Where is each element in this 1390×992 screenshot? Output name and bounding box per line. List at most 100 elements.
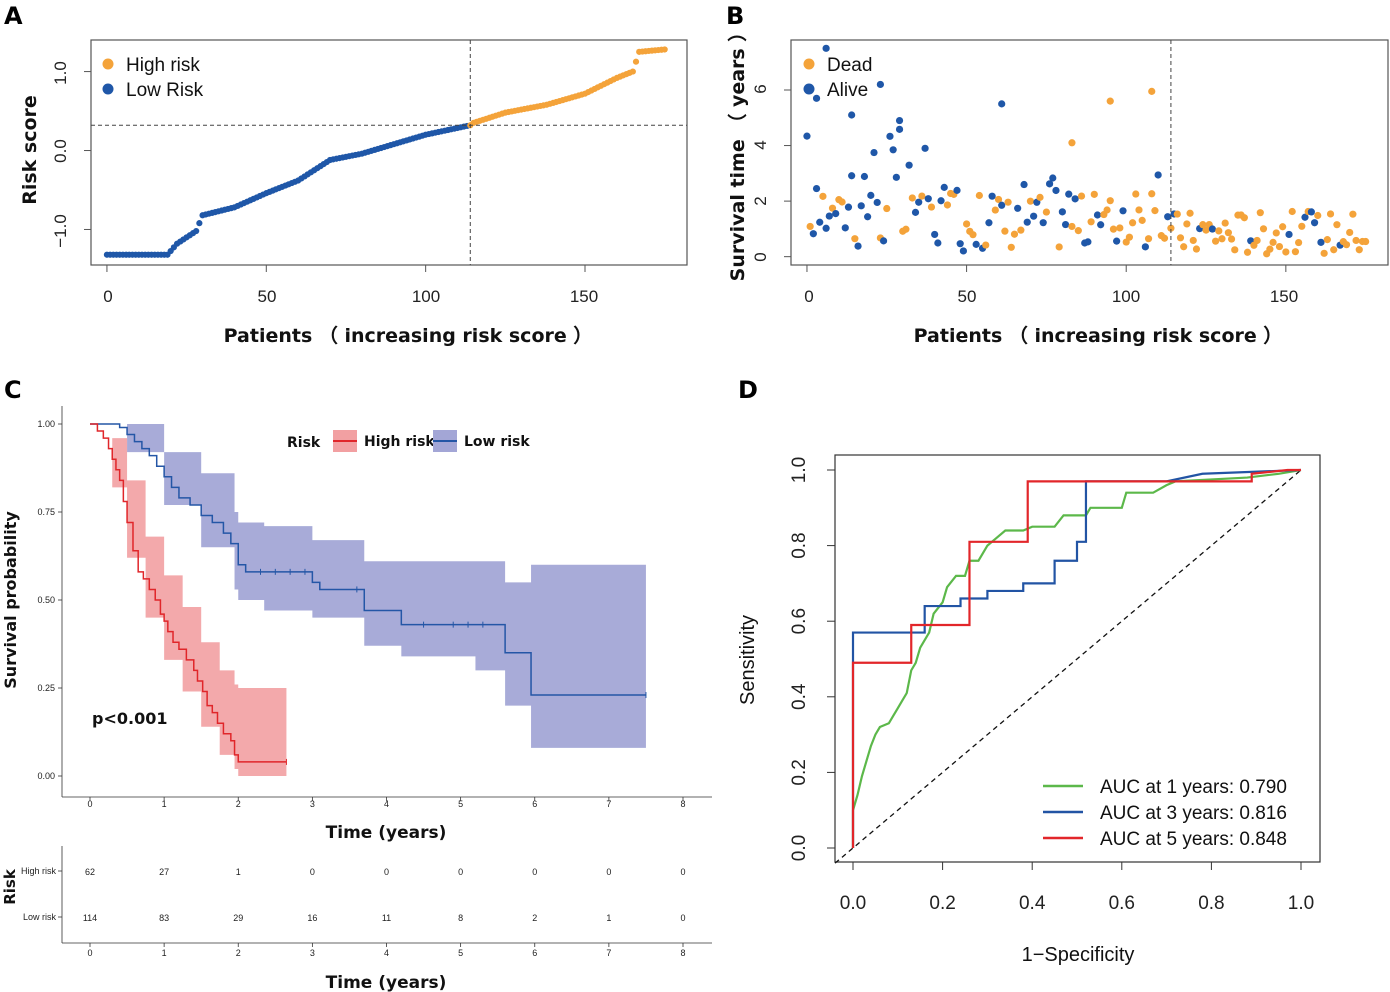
table-x-tick-label: 8 [680, 948, 685, 958]
y-tick-label: 0.8 [789, 532, 810, 558]
dead-point [1180, 243, 1188, 251]
dead-point [975, 191, 983, 200]
dead-point [1269, 238, 1277, 246]
dead-point [1221, 219, 1229, 227]
y-tick-label: 0.0 [51, 139, 70, 163]
dead-point [1010, 230, 1019, 238]
legend-label-high-risk: High risk [126, 55, 200, 76]
alive-point [1317, 238, 1325, 246]
x-axis-title: Time (years) [326, 823, 447, 843]
x-tick-label: 0.6 [1109, 893, 1135, 914]
table-x-tick-label: 2 [236, 948, 241, 958]
x-tick-label: 0.0 [840, 893, 866, 914]
dead-point [1212, 237, 1220, 245]
y-axis-title: Risk score [19, 95, 41, 205]
dead-point [918, 192, 926, 200]
table-x-tick-label: 5 [458, 948, 463, 958]
dead-point [1176, 234, 1185, 242]
dead-point [1342, 241, 1351, 249]
survival-status-chart: 0 50 100 150 0 2 4 6 Survival time （ yea… [726, 23, 1389, 347]
dead-point [1199, 221, 1207, 229]
x-tick-label: 0.8 [1198, 893, 1224, 914]
x-tick-label: 1.0 [1288, 893, 1314, 914]
dead-point [806, 222, 814, 231]
legend-marker-low-risk [102, 83, 114, 95]
alive-point [1014, 204, 1022, 212]
table-cell: 0 [458, 867, 463, 877]
dead-point [1167, 224, 1175, 232]
dead-point [1362, 237, 1370, 246]
alive-point [812, 184, 821, 193]
alive-point [1071, 195, 1079, 203]
reference-diagonal [834, 469, 1302, 864]
dead-point [1333, 221, 1341, 229]
alive-point [895, 116, 904, 125]
dead-point [1055, 243, 1063, 251]
dead-point [962, 220, 971, 228]
x-axis-title: 1−Specificity [1022, 944, 1135, 966]
table-cell: 0 [680, 867, 685, 877]
dead-point [1183, 220, 1191, 228]
dead-point [1087, 218, 1095, 226]
dead-point [1227, 235, 1236, 243]
alive-point [988, 192, 996, 200]
alive-point [921, 144, 929, 152]
table-x-tick-label: 0 [87, 948, 92, 958]
high-risk-survival-line [90, 423, 287, 763]
dead-point [1074, 227, 1082, 235]
alive-point [822, 224, 830, 232]
table-x-tick-label: 7 [606, 948, 611, 958]
alive-point [911, 208, 920, 216]
alive-point [848, 172, 856, 180]
roc-curve-1-year [851, 468, 1302, 848]
alive-point [998, 100, 1006, 108]
high-risk-point [629, 68, 636, 75]
dead-point [1004, 198, 1012, 206]
alive-point [924, 195, 932, 203]
alive-point [860, 172, 869, 181]
high-risk-point [661, 46, 668, 53]
dead-point [1272, 229, 1280, 237]
table-cell: 0 [384, 867, 389, 877]
alive-point [879, 237, 888, 245]
dead-point [1349, 210, 1357, 218]
y-tick-label: 6 [751, 84, 770, 93]
dead-point [1103, 206, 1111, 214]
x-axis-title: Patients （ increasing risk score ） [914, 324, 1283, 347]
dead-point [828, 204, 837, 212]
dead-point [1282, 248, 1290, 256]
alive-point [816, 218, 824, 226]
table-row-label: Low risk [23, 912, 57, 922]
alive-point [832, 210, 840, 218]
table-row-label: High risk [21, 866, 57, 876]
table-cell: 0 [606, 867, 611, 877]
legend-marker-dead [803, 58, 815, 70]
panel-letter-d: D [738, 376, 758, 404]
y-tick-label: −1.0 [51, 214, 70, 248]
table-cell: 114 [83, 913, 97, 923]
dead-point [1352, 236, 1360, 245]
y-tick-label: 2 [751, 196, 770, 205]
low-risk-survival-line [90, 423, 646, 696]
alive-point [905, 161, 913, 169]
table-cell: 8 [458, 913, 463, 923]
alive-point [825, 212, 833, 220]
alive-point [848, 111, 856, 119]
x-tick-label: 4 [384, 799, 389, 809]
alive-point [1061, 220, 1070, 229]
kaplan-meier-chart: 0.00 0.25 0.50 0.75 1.00 0 1 2 3 4 5 6 7 8 Survival p… [1, 406, 712, 843]
low-risk-confidence-band [90, 424, 646, 748]
table-cell: 27 [159, 867, 169, 877]
dead-point [1192, 245, 1201, 253]
dead-point [1314, 211, 1322, 220]
dead-point [1148, 87, 1156, 95]
legend-label-alive: Alive [827, 80, 868, 101]
table-x-tick-label: 1 [162, 948, 167, 958]
table-x-tick-label: 6 [532, 948, 537, 958]
panel-letter-a: A [4, 2, 23, 30]
alive-point [1039, 219, 1047, 227]
dead-point [1090, 190, 1098, 198]
dead-point [991, 206, 999, 214]
dead-point [1279, 223, 1287, 231]
